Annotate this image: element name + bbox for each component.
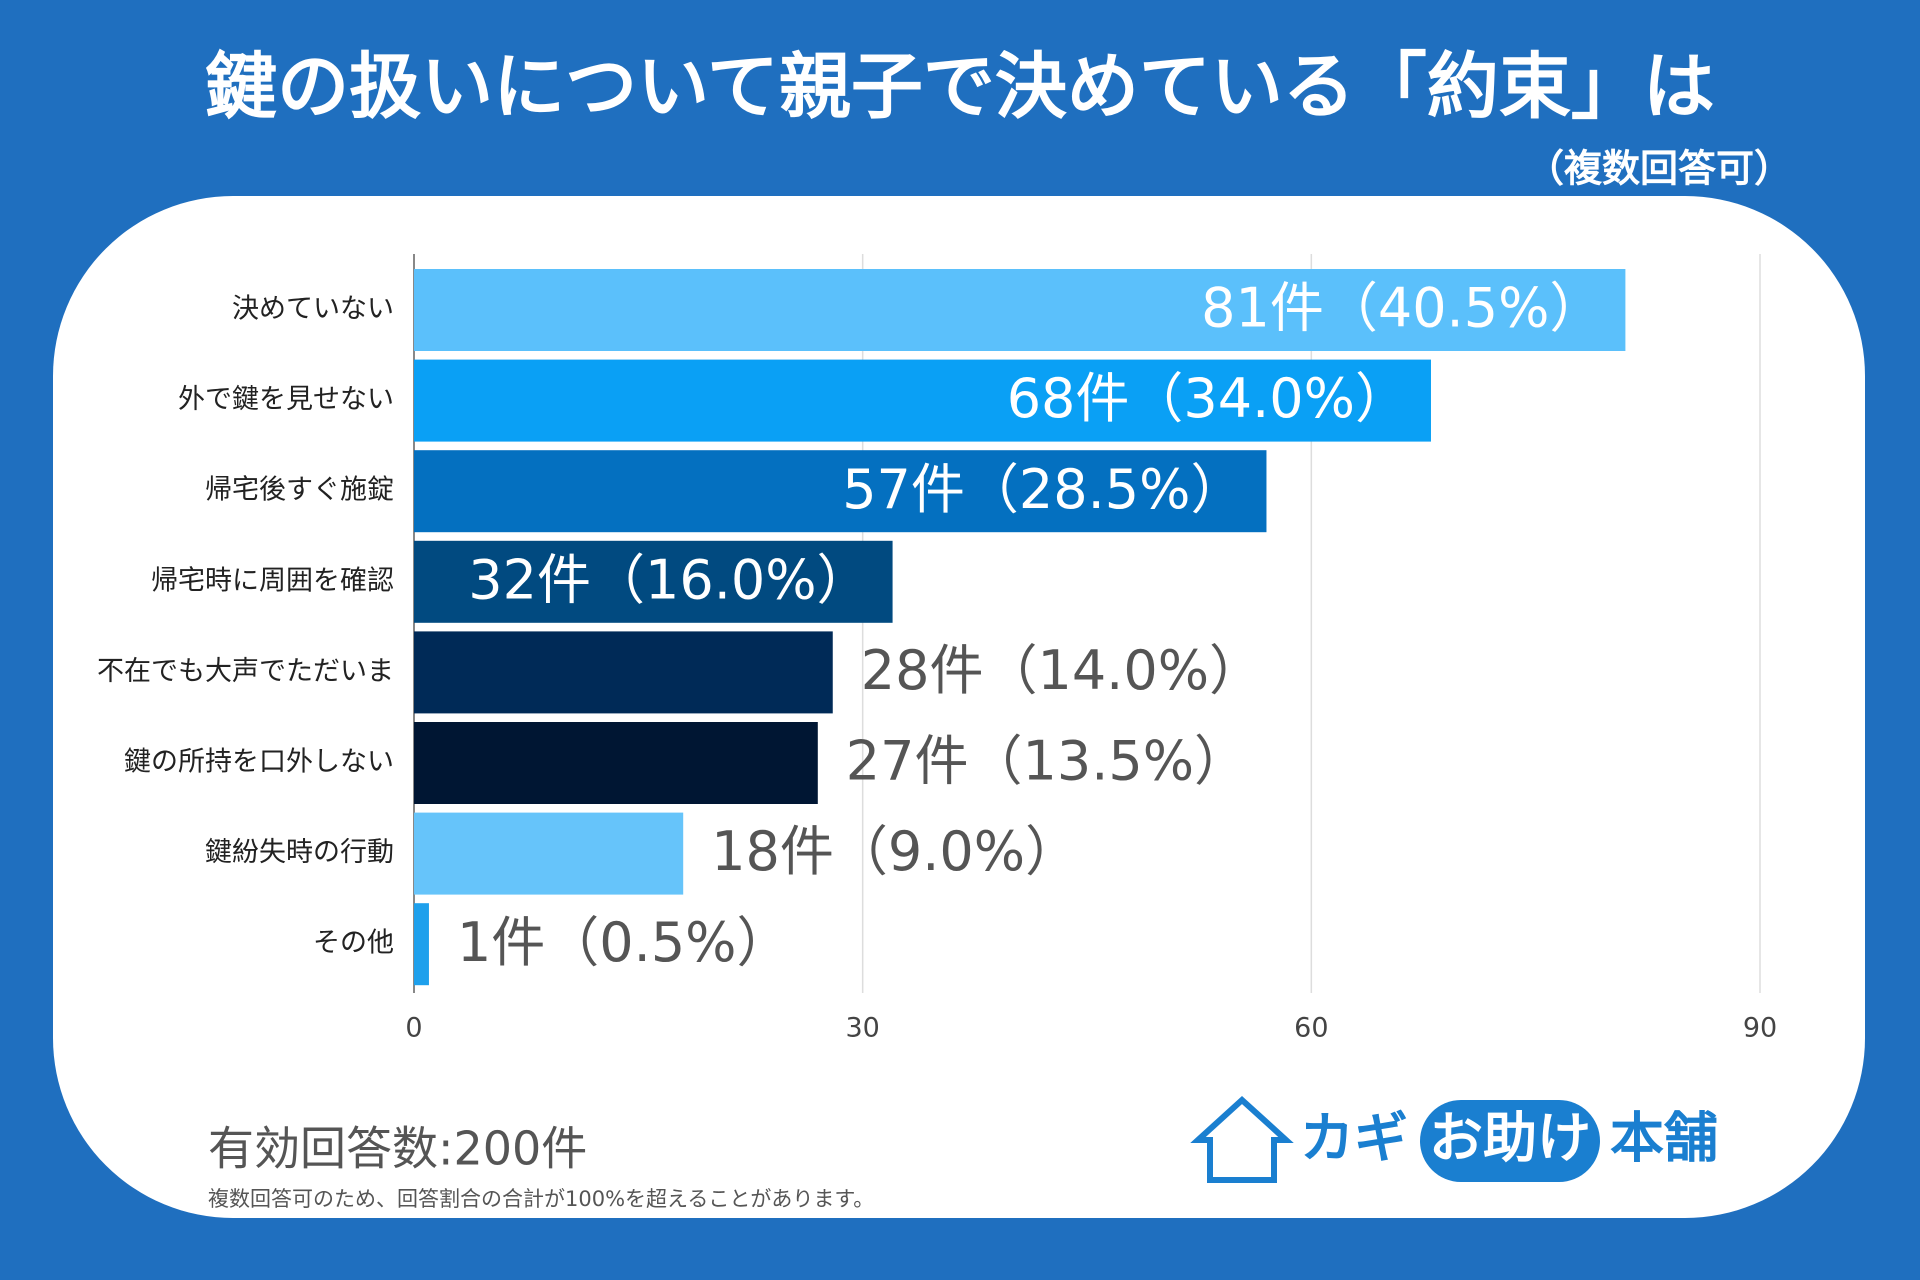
bar [414,631,833,714]
x-tick-label: 30 [845,1013,879,1044]
logo: カギ お助け 本舗 [1190,1095,1718,1183]
chart-subtitle: （複数回答可） [1526,147,1792,191]
value-label: 1件（0.5%） [457,911,791,974]
bar [414,812,684,895]
value-label: 57件（28.5%） [842,458,1244,521]
note: 複数回答可のため、回答割合の合計が100%を超えることがあります。 [208,1187,874,1211]
value-label: 68件（34.0%） [1007,367,1409,430]
logo-house [1190,1095,1294,1183]
x-tick-label: 90 [1743,1013,1777,1044]
chart-title: 鍵の扱いについて親子で決めている「約束」は [205,45,1715,129]
value-label: 18件（9.0%） [711,820,1079,883]
y-tick-label: 鍵紛失時の行動 [205,837,394,868]
y-tick-label: 帰宅後すぐ施錠 [205,475,394,506]
y-tick-label: その他 [313,928,394,959]
y-tick-label: 外で鍵を見せない [178,384,394,415]
value-label: 32件（16.0%） [468,548,870,611]
x-tick-label: 0 [405,1013,422,1044]
logo-text: 本舗 [1610,1107,1718,1170]
x-tick-label: 60 [1294,1013,1328,1044]
bar [414,722,818,804]
bar [414,540,893,623]
y-tick-label: 鍵の所持を口外しない [124,747,394,778]
value-label: 27件（13.5%） [846,730,1248,793]
y-tick-label: 不在でも大声でただいま [97,656,394,687]
bar [414,359,1431,442]
value-label: 28件（14.0%） [861,639,1263,702]
logo-text: お助け [1429,1107,1591,1170]
bar [414,450,1267,533]
logo-bubble [1420,1100,1600,1182]
value-label: 81件（40.5%） [1201,277,1603,340]
bar [414,903,429,986]
y-tick-label: 帰宅時に周囲を確認 [151,565,394,596]
y-tick-label: 決めていない [232,294,394,325]
footer: 有効回答数:200件 [208,1122,587,1176]
logo-text: カギ [1300,1107,1408,1170]
bar [414,269,1626,351]
